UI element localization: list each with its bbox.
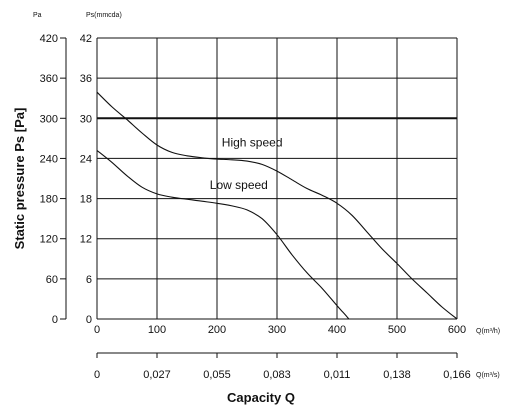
secondary-x-tick-label: 0 [94, 369, 100, 381]
mmcda-tick-label: 42 [80, 33, 92, 45]
mmcda-tick-label: 18 [80, 194, 92, 206]
mmcda-tick-label: 0 [86, 314, 92, 326]
pa-tick-label: 60 [46, 274, 58, 286]
secondary-x-tick-label: 0,083 [263, 369, 291, 381]
curve-low-speed [96, 149, 350, 320]
secondary-x-tick-label: 0,138 [383, 369, 411, 381]
mmcda-tick-label: 30 [80, 113, 92, 125]
mmcda-tick-label: 12 [80, 234, 92, 246]
secondary-x-tick-label: 0,055 [203, 369, 231, 381]
x-tick-label: 200 [208, 324, 226, 336]
pa-tick-label: 300 [40, 113, 58, 125]
x-tick-label: 100 [148, 324, 166, 336]
curve-high-speed [96, 91, 458, 320]
curve-label-high-speed: High speed [222, 135, 283, 149]
x-tick-label: 500 [388, 324, 406, 336]
y-axis-title: Static pressure Ps [Pa] [12, 108, 27, 250]
pa-tick-label: 240 [40, 153, 58, 165]
x-axis-unit-m3s: Q(m³/s) [476, 372, 500, 379]
x-tick-label: 0 [94, 324, 100, 336]
pa-tick-label: 120 [40, 234, 58, 246]
mmcda-tick-label: 6 [86, 274, 92, 286]
secondary-x-tick-label: 0,011 [324, 369, 351, 381]
curve-label-low-speed: Low speed [210, 178, 268, 192]
secondary-x-tick-label: 0,027 [143, 369, 171, 381]
x-axis-title: Capacity Q [227, 390, 295, 405]
mmcda-axis-unit: Ps(mmcda) [86, 12, 122, 19]
x-tick-label: 600 [448, 324, 466, 336]
x-axis-unit-m3h: Q(m³/h) [476, 328, 500, 335]
x-tick-label: 400 [328, 324, 346, 336]
pa-tick-label: 0 [52, 314, 58, 326]
pa-tick-label: 360 [40, 73, 58, 85]
mmcda-tick-label: 24 [80, 153, 92, 165]
pa-axis-unit: Pa [33, 12, 42, 19]
pa-tick-label: 420 [40, 33, 58, 45]
x-tick-label: 300 [268, 324, 286, 336]
pa-tick-label: 180 [40, 194, 58, 206]
secondary-x-tick-label: 0,166 [443, 369, 471, 381]
mmcda-tick-label: 36 [80, 73, 92, 85]
